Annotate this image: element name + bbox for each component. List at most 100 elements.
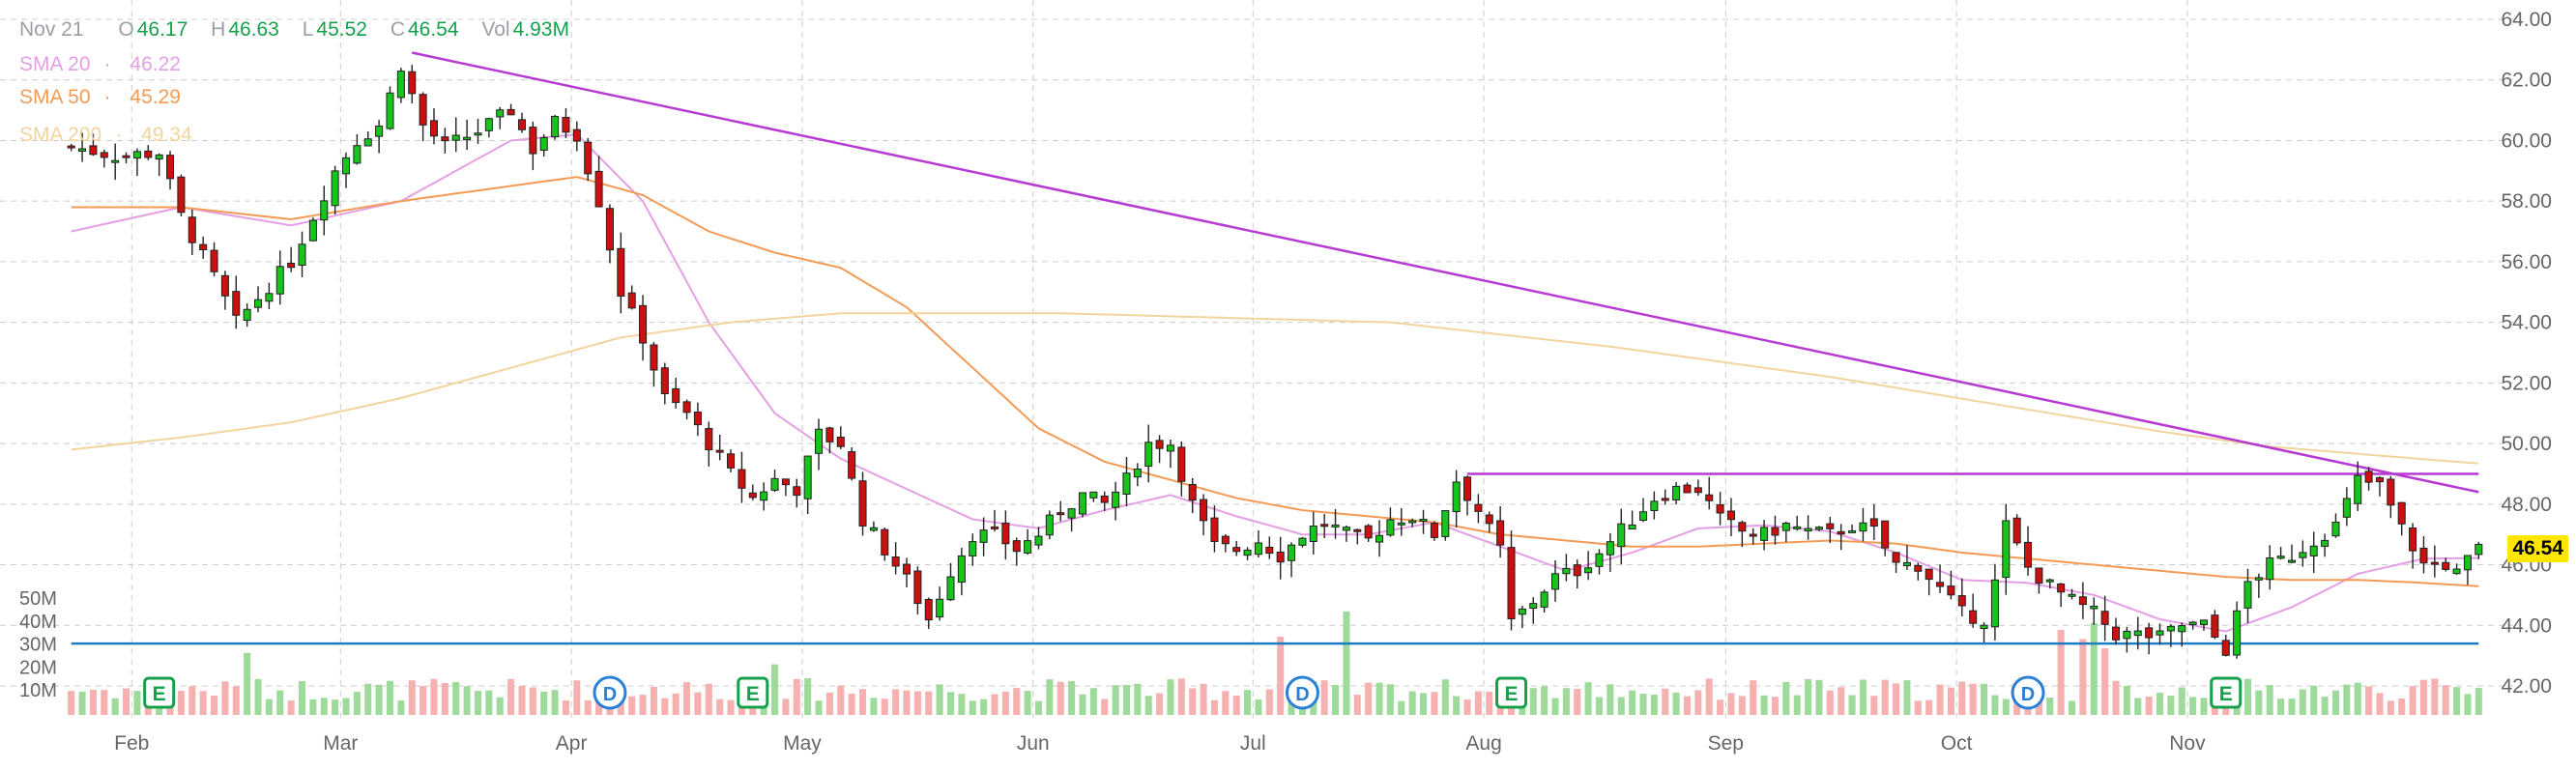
earnings-marker[interactable] <box>2210 676 2243 709</box>
earnings-marker[interactable] <box>737 676 769 709</box>
candle-body <box>419 94 427 126</box>
candle-body <box>715 449 724 453</box>
volume-bar <box>771 664 779 715</box>
volume-bar <box>1222 691 1230 715</box>
volume-bar <box>332 699 339 715</box>
y-tick-label: 56.00 <box>2501 251 2552 273</box>
candle-body <box>1452 481 1461 513</box>
candle-body <box>1375 534 1384 543</box>
volume-bar <box>1805 679 1812 715</box>
dot-separator: · <box>115 124 123 146</box>
close-label: C <box>390 18 405 41</box>
candle-body <box>2276 556 2285 559</box>
candle-body <box>2145 627 2154 639</box>
candle-body <box>693 412 702 426</box>
candle-body <box>1793 526 1802 529</box>
volume-bar <box>1068 681 1076 715</box>
candle-body <box>188 216 196 243</box>
candle-body <box>1001 522 1010 545</box>
candle-body <box>1100 495 1109 503</box>
volume-bar <box>870 698 878 715</box>
candle-body <box>1045 514 1054 536</box>
earnings-marker[interactable] <box>143 676 176 709</box>
volume-bar <box>858 689 867 715</box>
volume-bar <box>2475 688 2482 715</box>
low-value: 45.52 <box>316 18 367 41</box>
candle-body <box>1771 527 1780 536</box>
candle-body <box>2409 527 2417 552</box>
volume-bar <box>1760 695 1768 715</box>
candle-body <box>1661 498 1669 501</box>
time-axis: Feb Mar Apr May Jun Jul Aug Sep Oct Nov <box>114 732 2206 755</box>
volume-tick-label: 50M <box>19 588 57 610</box>
candle-body <box>2254 577 2263 581</box>
candle-body <box>2211 614 2219 638</box>
candle-body <box>1034 535 1043 546</box>
volume-bar <box>1925 699 1933 715</box>
candle-body <box>1826 523 1835 529</box>
candle-body <box>869 527 878 531</box>
x-tick-label: Jul <box>1240 732 1266 755</box>
sma200-label: SMA 200 <box>19 124 102 146</box>
volume-bar <box>123 688 130 715</box>
candle-body <box>2309 545 2318 556</box>
volume-bar <box>1771 697 1779 715</box>
candle-body <box>2375 477 2384 483</box>
sma200-value: 49.34 <box>141 124 192 146</box>
candle-body <box>1990 579 1999 628</box>
candle-body <box>331 170 339 207</box>
candle-body <box>2364 471 2373 483</box>
candle-body <box>463 136 472 141</box>
volume-bar <box>1056 681 1064 715</box>
candle-body <box>682 401 691 414</box>
volume-bar <box>386 680 394 715</box>
y-tick-label: 44.00 <box>2501 614 2552 637</box>
candle-body <box>2243 581 2252 609</box>
candle-body <box>2287 559 2297 563</box>
volume-bar <box>342 698 350 715</box>
volume-bar <box>309 699 317 715</box>
volume-bar <box>1156 693 1164 715</box>
sma20-line <box>71 133 2479 633</box>
volume-bar <box>1046 679 1054 715</box>
volume-bar <box>969 700 976 715</box>
volume-bar <box>1431 692 1438 715</box>
candle-body <box>1419 518 1428 522</box>
volume-bar <box>111 698 119 715</box>
volume-bar <box>2200 698 2208 715</box>
x-tick-label: May <box>783 732 822 755</box>
volume-bar <box>991 694 999 715</box>
candle-body <box>1980 624 1988 630</box>
volume-bar <box>2243 678 2252 715</box>
volume-bar <box>298 681 306 715</box>
sma200-line <box>71 312 2479 465</box>
volume-bar <box>825 692 833 715</box>
candle-body <box>902 563 912 575</box>
volume-bar <box>1232 695 1240 715</box>
candle-body <box>1672 485 1681 500</box>
candle-body <box>2012 517 2021 544</box>
sma50-label: SMA 50 <box>19 86 91 108</box>
volume-bar <box>1705 678 1713 715</box>
volume-bar <box>1343 611 1350 715</box>
candle-body <box>199 243 208 251</box>
candle-body <box>253 299 263 308</box>
dividend-marker[interactable] <box>2011 675 2045 710</box>
volume-bar <box>1969 683 1977 715</box>
candle-body <box>177 176 186 214</box>
volume-bar <box>1024 691 1031 715</box>
dividend-marker[interactable] <box>1285 675 1319 710</box>
volume-bar <box>881 699 888 715</box>
volume-bar <box>1420 693 1428 715</box>
dividend-marker[interactable] <box>593 675 627 710</box>
candle-body <box>1726 510 1735 521</box>
volume-bar <box>2057 629 2065 715</box>
y-tick-label: 58.00 <box>2501 190 2552 213</box>
volume-bar <box>2266 685 2273 715</box>
candle-body <box>2178 625 2186 633</box>
earnings-marker[interactable] <box>1495 676 1528 709</box>
candle-body <box>1078 492 1087 515</box>
candle-body <box>1540 591 1548 608</box>
